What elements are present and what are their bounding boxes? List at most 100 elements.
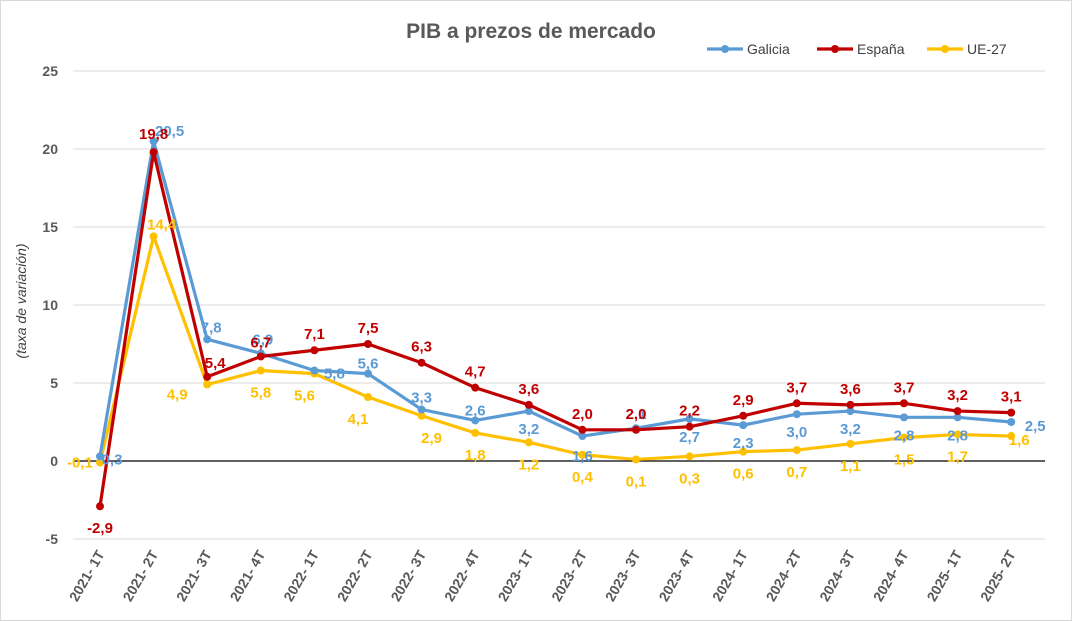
data-point — [256, 366, 265, 375]
data-point — [578, 450, 587, 459]
data-point — [685, 452, 694, 461]
series-line-galicia — [98, 139, 1012, 457]
y-tick-label: 10 — [42, 297, 58, 313]
data-label-ue-27: 5,6 — [294, 388, 315, 405]
data-point — [149, 148, 158, 157]
legend-label-españa: España — [857, 41, 905, 57]
data-point — [203, 380, 212, 389]
legend-marker — [831, 45, 839, 53]
data-label-españa: 2,0 — [626, 406, 647, 423]
data-label-españa: 3,7 — [894, 379, 915, 396]
data-label-galicia: 6,9 — [252, 331, 273, 348]
data-label-ue-27: 1,2 — [518, 456, 539, 473]
x-tick-label: 2025- 1T — [923, 547, 965, 604]
data-label-ue-27: 1,8 — [465, 447, 486, 464]
data-point — [417, 358, 426, 367]
data-point — [792, 399, 801, 408]
data-point — [471, 416, 480, 425]
data-label-españa: 19,8 — [139, 126, 168, 143]
x-tick-label: 2021- 3T — [173, 547, 215, 604]
data-point — [792, 446, 801, 455]
data-point — [96, 502, 104, 511]
data-label-ue-27: 2,9 — [421, 430, 442, 447]
data-point — [96, 458, 104, 467]
legend-marker — [721, 45, 729, 53]
data-label-ue-27: 4,9 — [167, 387, 188, 404]
legend: Galicia España UE-27 — [707, 41, 1007, 57]
data-label-españa: 3,6 — [518, 381, 539, 398]
data-point — [524, 438, 533, 447]
data-label-galicia: 2,8 — [894, 427, 915, 444]
data-label-galicia: 20,5 — [155, 123, 184, 140]
data-point — [685, 414, 694, 423]
data-point — [846, 439, 855, 448]
data-label-ue-27: 1,1 — [840, 458, 861, 475]
data-label-galicia: 5,8 — [324, 366, 345, 383]
x-tick-label: 2022- 1T — [280, 547, 322, 604]
data-label-ue-27: 0,7 — [786, 464, 807, 481]
y-axis-ticks: -5 0 5 10 15 20 25 — [42, 63, 58, 547]
data-point — [149, 137, 158, 146]
data-label-ue-27: 1,7 — [947, 448, 968, 465]
data-point — [524, 400, 533, 409]
data-point — [953, 430, 962, 439]
data-label-galicia: 2,6 — [465, 402, 486, 419]
x-tick-label: 2024- 4T — [870, 547, 912, 604]
data-label-ue-27: 14,4 — [147, 216, 177, 233]
data-label-ue-27: 4,1 — [348, 411, 369, 428]
data-point — [900, 413, 908, 422]
data-point — [739, 447, 748, 456]
data-point — [900, 399, 908, 408]
data-point — [203, 335, 212, 344]
data-point — [1007, 432, 1016, 441]
x-tick-label: 2021- 2T — [119, 547, 161, 604]
data-point — [417, 411, 426, 420]
data-point — [524, 407, 533, 416]
data-label-galicia: 7,8 — [201, 319, 222, 336]
data-label-ue-27: 0,4 — [572, 469, 594, 486]
data-point — [953, 407, 962, 416]
data-label-galicia: 3,0 — [786, 424, 807, 441]
data-point — [792, 410, 801, 419]
x-tick-label: 2023- 1T — [495, 547, 537, 604]
series-line-ue-27 — [98, 234, 1012, 463]
legend-label-galicia: Galicia — [747, 41, 790, 57]
data-label-españa: 3,1 — [1001, 389, 1022, 406]
data-point — [1007, 418, 1016, 426]
y-tick-label: 0 — [50, 453, 58, 469]
data-label-españa: 3,2 — [947, 387, 968, 404]
x-tick-label: 2022- 2T — [334, 547, 376, 604]
data-point — [1007, 408, 1016, 417]
data-point — [846, 407, 855, 416]
series-line-españa — [98, 150, 1012, 507]
y-tick-label: 15 — [42, 219, 58, 235]
data-label-españa: 4,7 — [465, 364, 486, 381]
data-label-galicia: 2,1 — [626, 406, 647, 423]
data-point — [632, 425, 640, 434]
data-label-ue-27: 5,8 — [250, 385, 271, 402]
data-point — [471, 383, 480, 392]
x-axis-ticks: 2021- 1T 2021- 2T 2021- 3T 2021- 4T 2022- 1T… — [66, 547, 1019, 604]
data-label-españa: 3,6 — [840, 381, 861, 398]
data-label-españa: 7,5 — [358, 320, 379, 337]
data-point — [471, 428, 480, 437]
x-tick-label: 2023- 3T — [602, 547, 644, 604]
y-tick-label: 25 — [42, 63, 58, 79]
data-label-españa: 2,2 — [679, 403, 700, 420]
data-label-españa: 7,1 — [304, 326, 325, 343]
legend-marker — [941, 45, 949, 53]
data-point — [149, 232, 158, 241]
data-point — [364, 369, 372, 378]
data-label-galicia: 1,6 — [572, 448, 593, 465]
data-label-ue-27: 1,5 — [894, 452, 915, 469]
data-label-españa: 2,0 — [572, 406, 593, 423]
x-tick-label: 2023- 4T — [655, 547, 697, 604]
data-label-galicia: 2,5 — [1025, 418, 1046, 435]
x-tick-label: 2022- 3T — [387, 547, 429, 604]
data-label-galicia: 2,8 — [947, 427, 968, 444]
data-point — [953, 413, 962, 422]
data-label-galicia: 3,2 — [518, 421, 539, 438]
data-label-galicia: 0,3 — [102, 451, 123, 468]
data-point — [203, 372, 212, 381]
